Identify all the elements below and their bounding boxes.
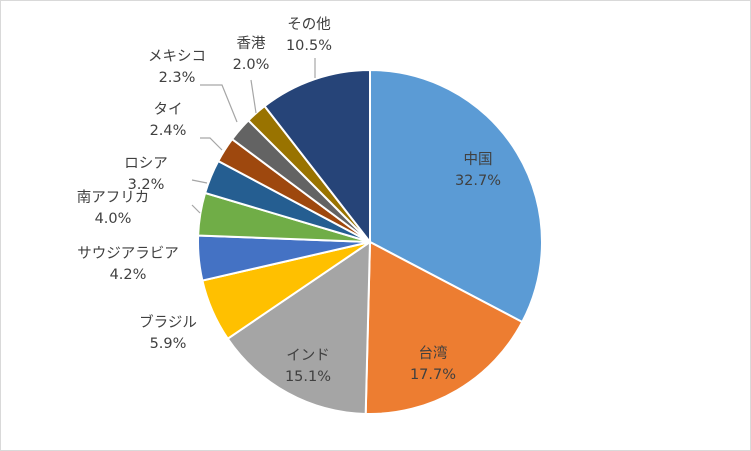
- slice-value-label: 32.7%: [455, 173, 501, 189]
- slice-category-label: 中国: [464, 151, 493, 168]
- slice-category-label: 香港: [237, 35, 266, 52]
- slice-value-label: 2.3%: [159, 70, 196, 86]
- pie-slice: [369, 68, 543, 324]
- leader-line: [200, 137, 223, 151]
- slice-category-label: インド: [286, 348, 330, 364]
- slice-category-label: 台湾: [419, 345, 448, 362]
- slice-value-label: 2.0%: [233, 57, 270, 73]
- pie-slice: [226, 240, 372, 415]
- slice-category-label: その他: [287, 16, 331, 33]
- slice-category-label: 南アフリカ: [77, 189, 150, 206]
- slice-category-label: ロシア: [124, 156, 168, 172]
- leader-line: [191, 204, 201, 214]
- leader-line: [250, 79, 257, 114]
- data-labels: 中国 32.7% 台湾 17.7% インド 15.1% ブラジル 5.9% サウジアラビア 4.2…: [77, 16, 501, 385]
- slice-value-label: 10.5%: [286, 38, 332, 54]
- pie-slice: [263, 68, 371, 245]
- slice-value-label: 2.4%: [150, 123, 187, 139]
- slice-value-label: 5.9%: [150, 336, 187, 352]
- leader-line: [191, 179, 208, 184]
- slice-value-label: 4.0%: [95, 211, 132, 227]
- leader-line: [200, 84, 238, 123]
- pie-slice: [364, 240, 524, 415]
- slice-value-label: 4.2%: [110, 267, 147, 283]
- slice-value-label: 17.7%: [410, 367, 456, 383]
- slice-value-label: 3.2%: [128, 177, 165, 193]
- pie-slices: [197, 68, 543, 415]
- slice-category-label: タイ: [154, 101, 183, 118]
- slice-value-label: 15.1%: [285, 369, 331, 385]
- slice-category-label: サウジアラビア: [77, 245, 179, 262]
- slice-category-label: メキシコ: [148, 49, 206, 65]
- leader-lines: [191, 58, 316, 214]
- slice-category-label: ブラジル: [139, 313, 197, 331]
